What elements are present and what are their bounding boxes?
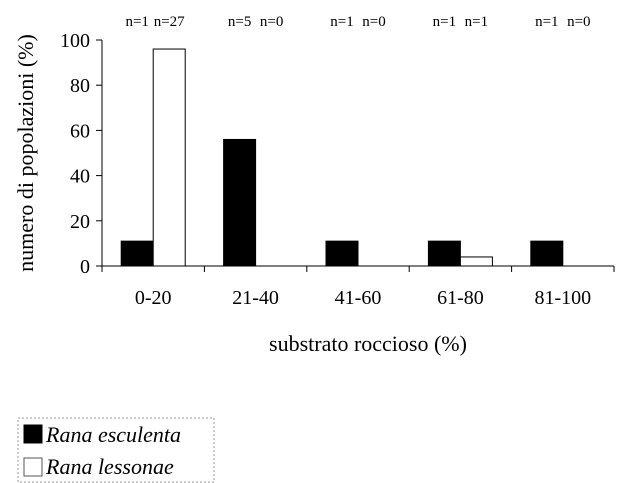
y-tick-label-80: 80 (70, 75, 90, 97)
bar-rana-esculenta-0-20 (120, 240, 154, 267)
x-tick-label-41-60: 41-60 (335, 287, 382, 309)
y-tick-label-40: 40 (70, 166, 90, 188)
n-label-rana-esculenta-0-20: n=1 (125, 14, 148, 30)
x-axis-title: substrato roccioso (%) (269, 331, 467, 356)
y-tick-label-60: 60 (70, 120, 90, 142)
bar-rana-esculenta-81-100 (530, 240, 564, 267)
n-label-rana-lessonae-41-60: n=0 (362, 14, 385, 30)
y-tick-label-0: 0 (80, 256, 90, 278)
bar-rana-lessonae-61-80 (459, 256, 493, 267)
bar-rana-esculenta-21-40 (223, 138, 257, 267)
legend-label-rana-esculenta: Rana esculenta (45, 422, 181, 447)
legend-swatch-rana-esculenta (23, 424, 43, 444)
sample-size-labels: n=1 n=27 n=5 n=0 n=1 n=0 n=1 n=1 n=1 n=0 (125, 14, 590, 30)
legend: Rana esculenta Rana lessonae (17, 417, 215, 483)
bar-rana-lessonae-0-20 (152, 48, 186, 267)
y-axis-title: numero di popolazioni (%) (13, 34, 38, 272)
y-tick-label-20: 20 (70, 211, 90, 233)
y-tick-label-100: 100 (60, 30, 90, 52)
plot-area (120, 48, 564, 267)
x-tick-label-21-40: 21-40 (232, 287, 279, 309)
x-tick-label-61-80: 61-80 (437, 287, 484, 309)
n-label-rana-lessonae-61-80: n=1 (465, 14, 488, 30)
bar-rana-esculenta-41-60 (325, 240, 359, 267)
legend-label-rana-lessonae: Rana lessonae (45, 454, 174, 479)
legend-frame (17, 417, 215, 483)
n-label-rana-esculenta-61-80: n=1 (433, 14, 456, 30)
n-label-rana-lessonae-81-100: n=0 (567, 14, 590, 30)
n-label-rana-lessonae-0-20: n=27 (154, 14, 185, 30)
axes: 0-20 21-40 41-60 61-80 81-100 0 20 40 60 80 100 (60, 30, 615, 309)
bar-rana-esculenta-61-80 (427, 240, 461, 267)
legend-swatch-rana-lessonae (23, 457, 43, 477)
n-label-rana-esculenta-21-40: n=5 (228, 14, 251, 30)
x-tick-label-81-100: 81-100 (534, 287, 591, 309)
n-label-rana-esculenta-81-100: n=1 (535, 14, 558, 30)
x-tick-label-0-20: 0-20 (135, 287, 172, 309)
n-label-rana-lessonae-21-40: n=0 (260, 14, 283, 30)
n-label-rana-esculenta-41-60: n=1 (330, 14, 353, 30)
